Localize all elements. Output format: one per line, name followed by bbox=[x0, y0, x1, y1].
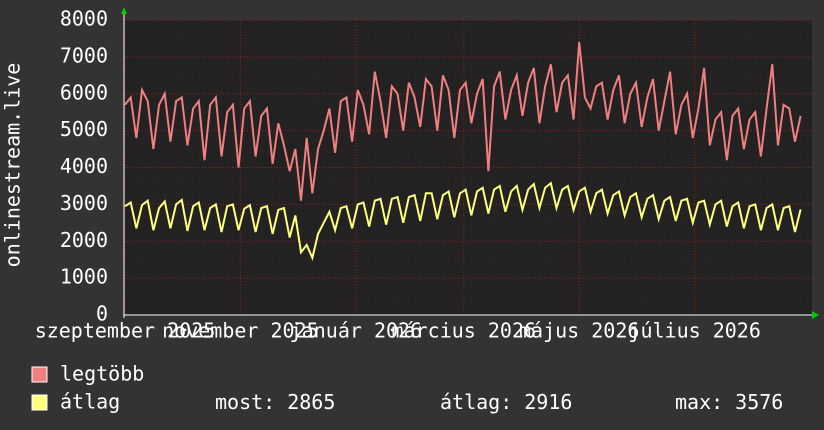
legend-swatch bbox=[31, 394, 48, 411]
series-line bbox=[124, 181, 802, 261]
summary-label: max: bbox=[675, 390, 723, 414]
legend-label: átlag bbox=[60, 390, 120, 414]
y-arrow bbox=[121, 7, 127, 14]
tick-labels: 0 1000 2000 3000 4000 5000 6000 7000 8000 szeptem… bbox=[35, 7, 761, 343]
y-tick-label: 3000 bbox=[60, 191, 108, 215]
legend: legtöbb átlag most: 2865 átlag: 2916 max: 3576 bbox=[31, 362, 783, 414]
summary-value: 2916 bbox=[524, 390, 572, 414]
y-tick-label: 6000 bbox=[60, 80, 108, 104]
summary-label: most: bbox=[215, 390, 275, 414]
summary-value: 3576 bbox=[735, 390, 783, 414]
x-tick-label: május 2026 bbox=[519, 319, 639, 343]
y-tick-label: 7000 bbox=[60, 43, 108, 67]
legend-label: legtöbb bbox=[60, 362, 144, 386]
legend-swatch bbox=[31, 366, 48, 383]
x-tick-label: november 2025 bbox=[162, 319, 319, 343]
y-tick-label: 2000 bbox=[60, 228, 108, 252]
x-tick-label: január 2026 bbox=[290, 319, 422, 343]
y-tick-label: 8000 bbox=[60, 7, 108, 31]
summary-label: átlag: bbox=[440, 390, 512, 414]
y-tick-label: 0 bbox=[96, 302, 108, 326]
x-tick-label: március 2026 bbox=[392, 319, 537, 343]
series-lines bbox=[124, 42, 802, 261]
summary-stat: max: 3576 bbox=[675, 390, 783, 414]
y-tick-label: 5000 bbox=[60, 117, 108, 141]
summary-stat: átlag: 2916 bbox=[440, 390, 572, 414]
summary-value: 2865 bbox=[287, 390, 335, 414]
y-tick-label: 4000 bbox=[60, 154, 108, 178]
y-tick-label: 1000 bbox=[60, 265, 108, 289]
x-arrow bbox=[812, 311, 819, 319]
y-axis-label: onlinestream.live bbox=[1, 63, 25, 268]
summary-stat: most: 2865 bbox=[215, 390, 335, 414]
x-tick-label: szeptember 2025 bbox=[35, 319, 216, 343]
x-tick-label: július 2026 bbox=[628, 319, 760, 343]
minor-grid bbox=[124, 20, 812, 315]
series-line bbox=[124, 42, 802, 201]
